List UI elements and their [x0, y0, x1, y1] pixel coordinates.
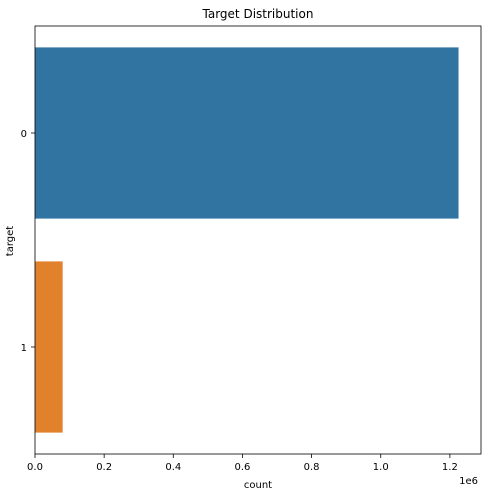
y-axis-ticks: 01 — [21, 129, 35, 354]
x-tick-label: 0.2 — [96, 462, 112, 473]
bar-target-1 — [35, 261, 63, 433]
chart-title: Target Distribution — [202, 7, 314, 21]
x-tick-label: 0.8 — [304, 462, 320, 473]
x-tick-label: 0.0 — [27, 462, 43, 473]
plot-frame — [34, 25, 482, 455]
bar-target-0 — [35, 47, 459, 219]
x-axis-label: count — [244, 480, 272, 491]
y-axis-label: target — [5, 226, 16, 256]
x-tick-label: 1.0 — [373, 462, 389, 473]
x-axis-offset-label: 1e6 — [459, 476, 478, 487]
x-tick-label: 1.2 — [442, 462, 458, 473]
x-tick-label: 0.4 — [165, 462, 181, 473]
plot-area — [34, 25, 482, 455]
y-tick-label: 1 — [21, 343, 27, 354]
y-tick-label: 0 — [21, 129, 27, 140]
x-axis-ticks: 0.0 0.2 0.4 0.6 0.8 1.0 1.2 — [27, 454, 458, 473]
x-tick-label: 0.6 — [234, 462, 250, 473]
